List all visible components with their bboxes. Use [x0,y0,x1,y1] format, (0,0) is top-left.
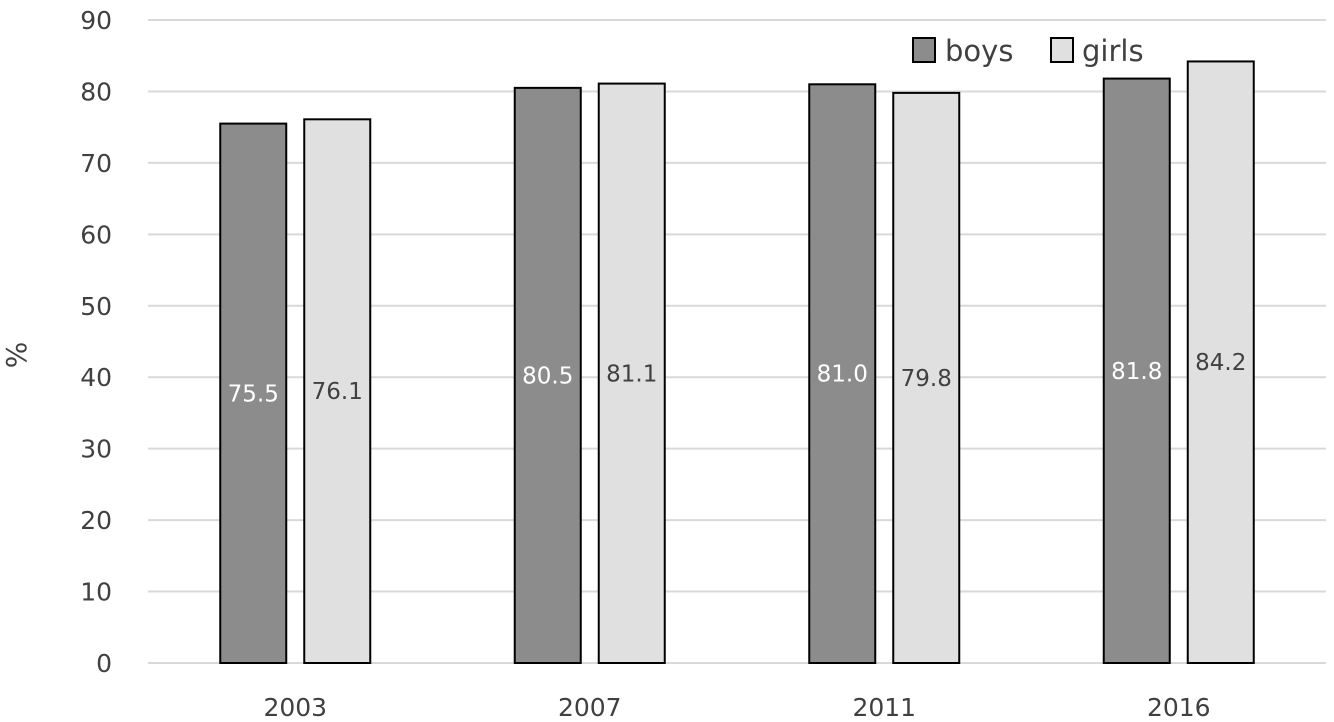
y-tick-label: 60 [80,220,112,249]
y-tick-label: 30 [80,435,112,464]
x-axis-tick-labels: 2003 2007 2011 2016 [263,693,1210,722]
legend-label-girls: girls [1082,34,1144,68]
bar-girls-2003 [303,118,372,664]
bars [219,60,1255,665]
bar-boys-2011 [808,83,877,665]
data-label-boys-2011: 81.0 [817,362,868,388]
y-tick-label: 90 [80,6,112,35]
data-label-girls-2003: 76.1 [312,379,363,405]
y-tick-label: 10 [80,578,112,607]
legend-swatch-boys [912,37,936,63]
y-tick-label: 50 [80,292,112,321]
y-tick-label: 80 [80,77,112,106]
bar-boys-2003 [219,122,288,665]
bar-girls-2016 [1186,60,1255,664]
legend-label-boys: boys [945,34,1013,68]
data-label-girls-2007: 81.1 [606,361,657,387]
y-tick-label: 20 [80,506,112,535]
bar-boys-2016 [1102,77,1171,664]
data-label-boys-2016: 81.8 [1111,359,1162,385]
bar-girls-2011 [892,91,961,664]
data-label-boys-2003: 75.5 [228,381,279,407]
legend: boys girls [912,34,1144,68]
x-tick-label-2016: 2016 [1147,693,1211,722]
y-axis-tick-labels: 0 10 20 30 40 50 60 70 80 90 [80,6,112,678]
data-label-girls-2011: 79.8 [901,366,952,392]
data-label-girls-2016: 84.2 [1195,350,1246,376]
y-tick-label: 0 [96,649,112,678]
y-axis-title: % [0,342,33,369]
legend-swatch-girls [1050,37,1074,63]
bar-boys-2007 [513,86,582,665]
data-label-boys-2007: 80.5 [522,363,573,389]
x-tick-label-2007: 2007 [558,693,622,722]
bar-girls-2007 [597,82,666,664]
y-tick-label: 70 [80,149,112,178]
data-labels: 75.5 76.1 80.5 81.1 81.0 79.8 81.8 84.2 [228,350,1247,407]
y-tick-label: 40 [80,363,112,392]
x-tick-label-2011: 2011 [852,693,916,722]
x-tick-label-2003: 2003 [263,693,327,722]
